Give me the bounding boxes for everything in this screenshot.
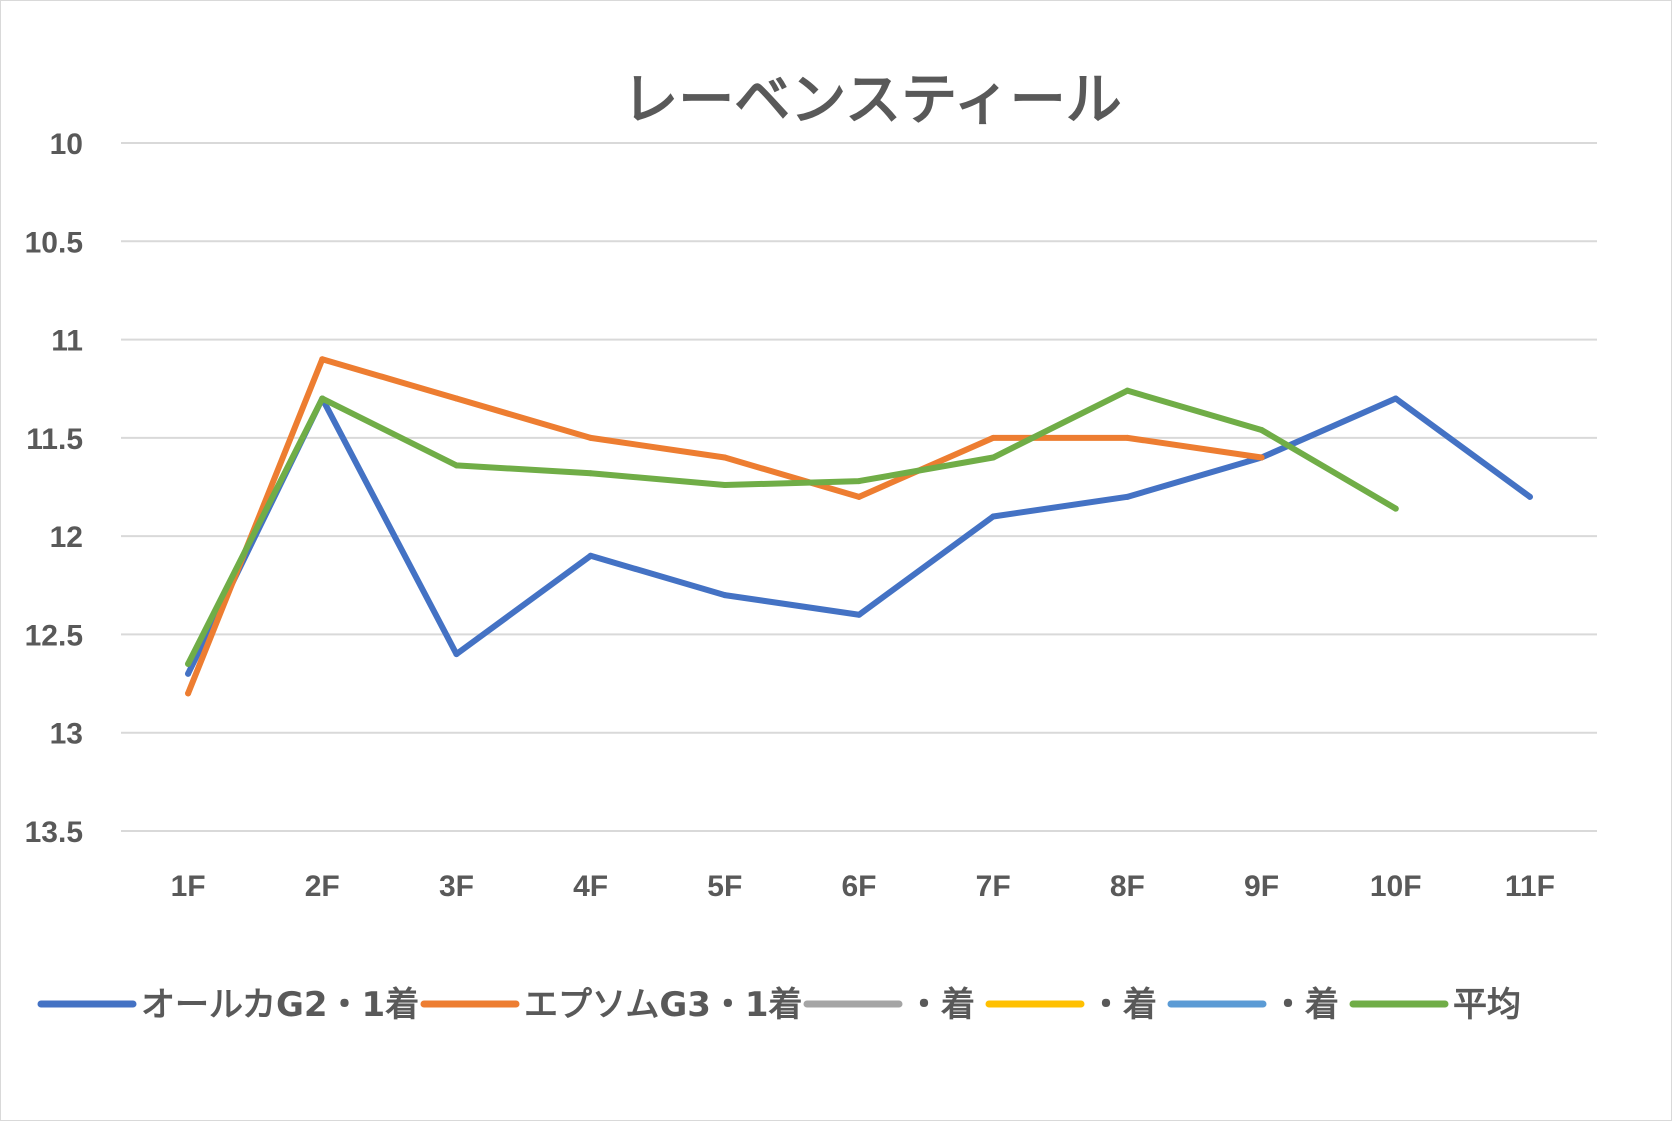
data-point bbox=[1258, 426, 1265, 433]
data-point bbox=[1124, 493, 1131, 500]
data-point bbox=[990, 513, 997, 520]
data-point bbox=[721, 454, 728, 461]
data-point bbox=[587, 552, 594, 559]
legend-label: 平均 bbox=[1453, 985, 1521, 1025]
series-lines bbox=[185, 356, 1533, 697]
x-tick-label: 1F bbox=[171, 870, 206, 903]
data-point bbox=[185, 670, 192, 677]
data-point bbox=[990, 454, 997, 461]
data-point bbox=[1258, 454, 1265, 461]
data-point bbox=[453, 651, 460, 658]
x-tick-label: 5F bbox=[707, 870, 742, 903]
x-axis-ticks: 1F 2F 3F 4F 5F 6F 7F 8F 9F 10F 11F bbox=[171, 870, 1555, 903]
data-point bbox=[856, 611, 862, 618]
data-point bbox=[856, 478, 862, 485]
x-tick-label: 9F bbox=[1244, 870, 1279, 903]
data-point bbox=[1392, 395, 1399, 402]
legend: オールカG2・1着 エプソムG3・1着 ・着 ・着 ・着 平均 bbox=[37, 985, 1521, 1025]
chart-title: レーベンスティール bbox=[622, 68, 1122, 133]
y-tick-label: 12 bbox=[50, 521, 83, 554]
data-point bbox=[721, 482, 728, 489]
x-tick-label: 8F bbox=[1110, 870, 1145, 903]
legend-label: ・着 bbox=[1271, 985, 1339, 1025]
y-tick-label: 12.5 bbox=[25, 619, 83, 652]
data-point bbox=[587, 470, 594, 477]
x-tick-label: 4F bbox=[573, 870, 608, 903]
data-point bbox=[185, 690, 192, 697]
series-line-5 bbox=[185, 387, 1399, 667]
x-tick-label: 11F bbox=[1505, 870, 1555, 903]
data-point bbox=[721, 592, 728, 599]
data-point bbox=[1392, 505, 1399, 512]
data-point bbox=[319, 356, 326, 363]
data-point bbox=[453, 395, 460, 402]
x-tick-label: 7F bbox=[976, 870, 1011, 903]
x-tick-label: 6F bbox=[841, 870, 876, 903]
data-point bbox=[319, 395, 326, 402]
legend-label: エプソムG3・1着 bbox=[524, 985, 803, 1025]
data-point bbox=[1124, 434, 1131, 441]
y-tick-label: 10.5 bbox=[25, 226, 83, 259]
data-point bbox=[185, 660, 192, 667]
y-tick-label: 13 bbox=[50, 718, 83, 751]
legend-label: ・着 bbox=[907, 985, 975, 1025]
x-tick-label: 10F bbox=[1370, 870, 1422, 903]
x-tick-label: 2F bbox=[305, 870, 340, 903]
data-point bbox=[453, 462, 460, 469]
y-tick-label: 11 bbox=[51, 325, 83, 358]
legend-label: オールカG2・1着 bbox=[141, 985, 419, 1025]
data-point bbox=[856, 493, 862, 500]
legend-label: ・着 bbox=[1089, 985, 1157, 1025]
y-tick-label: 10 bbox=[50, 128, 83, 161]
y-tick-label: 13.5 bbox=[25, 816, 83, 849]
data-point bbox=[1124, 387, 1131, 394]
gridlines bbox=[121, 142, 1597, 832]
data-point bbox=[1526, 493, 1533, 500]
data-point bbox=[990, 434, 997, 441]
y-axis-ticks: 10 10.5 11 11.5 12 12.5 13 13.5 bbox=[25, 128, 83, 849]
data-point bbox=[587, 434, 594, 441]
y-tick-label: 11.5 bbox=[26, 423, 83, 456]
x-tick-label: 3F bbox=[439, 870, 474, 903]
